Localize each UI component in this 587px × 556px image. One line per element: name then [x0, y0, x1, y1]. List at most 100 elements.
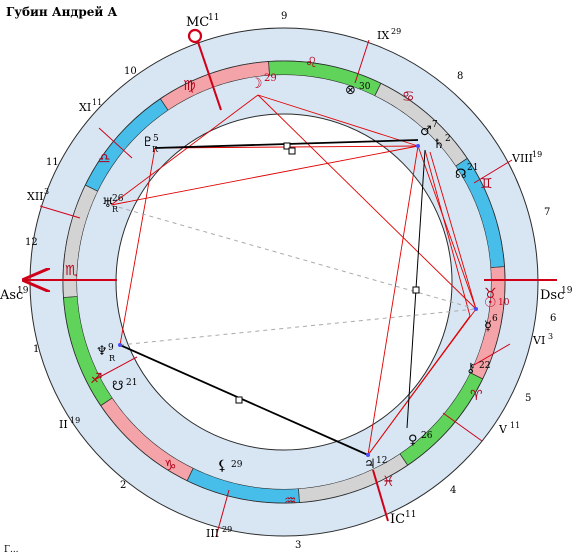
- north-node-icon: ☊: [455, 167, 467, 182]
- cusp-label-xii: XII 3: [27, 187, 49, 203]
- svg-text:21: 21: [467, 163, 478, 173]
- cusp-label-ix: IX 29: [377, 27, 401, 42]
- saturn-icon: ♄: [433, 137, 445, 152]
- mc-label: MC 11: [186, 13, 219, 30]
- planet-pluto: ♇ 5R: [142, 134, 159, 154]
- planet-sun: ☉ 10: [484, 295, 510, 311]
- cusp-line-5: [442, 412, 483, 442]
- svg-text:30: 30: [359, 82, 371, 92]
- svg-text:19: 19: [532, 150, 542, 159]
- mercury-icon: ☿: [484, 319, 492, 334]
- svg-text:26: 26: [421, 431, 433, 441]
- uranus-icon: ♅: [102, 196, 114, 211]
- svg-text:21: 21: [126, 378, 137, 388]
- cusp-line-12: [39, 205, 81, 219]
- cusp-label-iii: III 29: [206, 525, 232, 540]
- cusp-line-8: [473, 159, 513, 184]
- pluto-icon: ♇: [142, 135, 154, 150]
- planet-mars: ♂ 7: [420, 120, 438, 139]
- planet-neptune: ♆ 9R: [96, 343, 116, 363]
- svg-text:3: 3: [44, 187, 49, 196]
- neptune-icon: ♆: [96, 344, 108, 359]
- house-number-6: 6: [550, 313, 556, 324]
- svg-text:R: R: [152, 145, 159, 154]
- house-number-10: 10: [124, 66, 137, 77]
- planet-jupiter: ♃ 12: [364, 456, 387, 472]
- planet-north-node: ☊ 21: [455, 163, 478, 182]
- mars-icon: ♂: [420, 124, 432, 139]
- cusp-label-vi: VI 3: [532, 332, 553, 347]
- scorpio-icon: ♏: [65, 263, 78, 279]
- svg-text:5: 5: [153, 134, 159, 144]
- house-cusp-labels: II 19 III 29 VI 3 V 11 VIII 19 IX 29 XI 11 XII 3: [27, 27, 553, 540]
- house-number-4: 4: [450, 485, 456, 496]
- svg-text:R: R: [112, 205, 119, 214]
- house-number-7: 7: [544, 207, 550, 218]
- svg-text:Asc: Asc: [0, 288, 23, 303]
- svg-text:IX: IX: [377, 29, 389, 42]
- house-number-3: 3: [295, 540, 301, 551]
- cusp-line-6: [473, 343, 511, 366]
- planet-glyphs: ☽ 29 ⊗ 30 ♂ 7 ♄ 2 ☊ 21 ☉ 10 ☿ 6 ⚷ 22 ♀ 26 ♃ 12 ⚸ 29…: [96, 73, 510, 474]
- svg-text:29: 29: [231, 460, 243, 470]
- cusp-label-ii: II 19: [59, 416, 80, 431]
- svg-text:3: 3: [548, 332, 553, 341]
- cusp-label-viii: VIII 19: [511, 150, 542, 165]
- chart-title: Губин Андрей А: [6, 5, 117, 19]
- svg-text:II: II: [59, 418, 68, 431]
- angle-axes: [22, 41, 557, 522]
- svg-text:29: 29: [264, 73, 277, 84]
- chiron-icon: ⚷: [466, 361, 476, 376]
- aspect-area: [115, 113, 453, 451]
- cusp-label-v: V 11: [498, 421, 520, 436]
- svg-text:19: 19: [70, 416, 80, 425]
- footer-partial: Г...: [4, 545, 19, 555]
- planet-moon: ☽ 29: [250, 73, 277, 92]
- planet-fortune: ⊗ 30: [345, 82, 371, 98]
- svg-text:XI: XI: [79, 101, 91, 114]
- cusp-line-9: [354, 39, 370, 84]
- taurus-icon: ♉: [484, 286, 497, 302]
- svg-text:6: 6: [492, 314, 498, 324]
- svg-text:XII: XII: [27, 190, 44, 203]
- svg-text:11: 11: [208, 13, 219, 23]
- house-number-2: 2: [120, 480, 126, 491]
- planet-mercury: ☿ 6: [484, 314, 498, 334]
- svg-text:2: 2: [445, 134, 451, 144]
- ic-axis: [372, 469, 389, 522]
- svg-text:MC: MC: [186, 15, 209, 30]
- planet-venus: ♀ 26: [408, 431, 433, 448]
- svg-text:19: 19: [561, 286, 573, 296]
- house-number-9: 9: [281, 11, 287, 22]
- aspect-lines: [110, 94, 478, 457]
- cusp-label-xi: XI 11: [79, 98, 102, 114]
- svg-text:19: 19: [17, 286, 29, 296]
- planet-uranus: ♅26R: [102, 194, 124, 214]
- svg-text:R: R: [109, 354, 116, 363]
- house-number-1: 1: [33, 344, 39, 355]
- venus-icon: ♀: [408, 433, 418, 448]
- planet-chiron: ⚷ 22: [466, 361, 490, 376]
- house-number-5: 5: [525, 393, 531, 404]
- house-number-8: 8: [457, 71, 463, 82]
- mc-circle-icon: [187, 28, 203, 44]
- svg-text:12: 12: [376, 456, 387, 466]
- ic-label: IC 11: [390, 510, 416, 527]
- libra-icon: ♎: [98, 151, 111, 167]
- svg-text:9: 9: [108, 343, 114, 353]
- house-cusp-lines: [39, 39, 513, 538]
- house-numbers: 1 2 3 4 5 6 7 8 9 10 11 12: [25, 11, 556, 551]
- svg-text:V: V: [498, 423, 508, 436]
- sun-icon: ☉: [484, 295, 497, 311]
- gemini-icon: ♊: [480, 176, 493, 192]
- svg-text:26: 26: [112, 194, 124, 204]
- dsc-label: Dsc 19: [540, 286, 573, 303]
- svg-text:22: 22: [479, 361, 490, 371]
- svg-text:11: 11: [510, 421, 520, 430]
- svg-text:IC: IC: [390, 512, 405, 527]
- planet-south-node: ☋ 21: [112, 378, 137, 394]
- svg-text:11: 11: [92, 98, 102, 107]
- cusp-line-11: [98, 127, 133, 159]
- moon-icon: ☽: [250, 76, 263, 92]
